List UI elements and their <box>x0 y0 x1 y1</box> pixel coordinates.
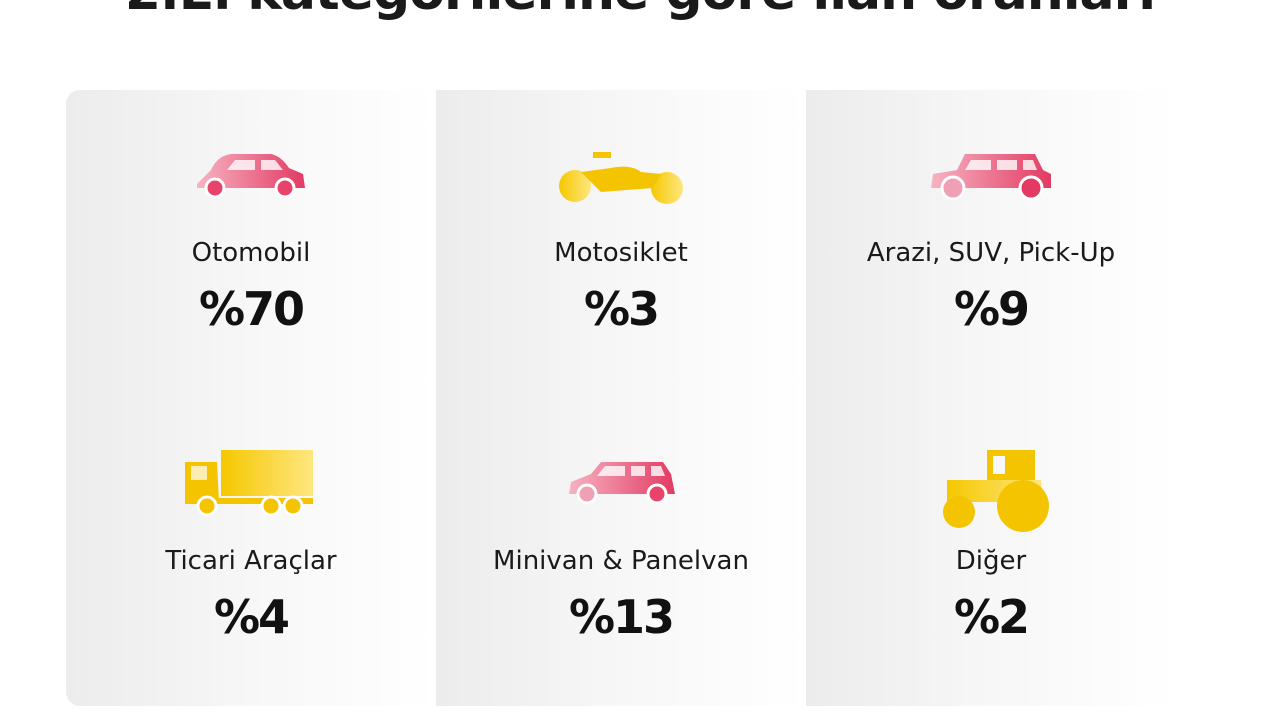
tractor-icon <box>943 450 1049 532</box>
card-label: Arazi, SUV, Pick-Up <box>866 238 1116 268</box>
title: 2.El kategorilerine göre ilan oranları <box>0 0 1280 22</box>
card: Ticari Araçlar %4 <box>66 398 436 706</box>
card: Arazi, SUV, Pick-Up %9 <box>806 90 1176 398</box>
card-label: Ticari Araçlar <box>165 546 337 576</box>
card-label: Otomobil <box>191 238 311 268</box>
car-icon <box>197 154 305 199</box>
truck-icon <box>185 450 313 517</box>
suv-icon <box>931 154 1051 201</box>
motorcycle-icon <box>559 152 683 204</box>
card-value: %9 <box>953 282 1030 336</box>
card-value: %4 <box>213 590 290 644</box>
card: Otomobil %70 <box>66 90 436 398</box>
card: Minivan & Panelvan %13 <box>436 398 806 706</box>
card: Motosiklet %3 <box>436 90 806 398</box>
card-grid: Otomobil %70 Motosiklet %3 Arazi, SUV, P… <box>66 90 1176 706</box>
card-value: %3 <box>583 282 660 336</box>
card-value: %13 <box>568 590 675 644</box>
card-label: Motosiklet <box>554 238 688 268</box>
minivan-icon <box>569 462 675 505</box>
card-value: %70 <box>198 282 305 336</box>
card-label: Minivan & Panelvan <box>493 546 749 576</box>
card-value: %2 <box>953 590 1030 644</box>
card: Diğer %2 <box>806 398 1176 706</box>
card-label: Diğer <box>955 546 1027 576</box>
